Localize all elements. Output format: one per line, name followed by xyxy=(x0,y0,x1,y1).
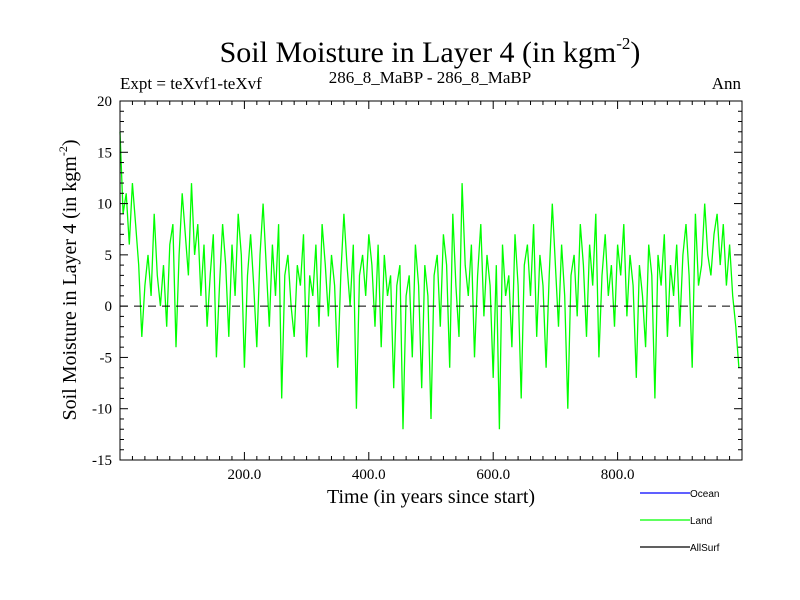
x-tick-label: 800.0 xyxy=(601,467,635,483)
x-tick-label: 600.0 xyxy=(476,467,510,483)
x-tick-label: 400.0 xyxy=(352,467,386,483)
y-tick-label: 10 xyxy=(97,197,112,213)
legend: Ocean Land AllSurf xyxy=(640,489,720,554)
y-tick-label: -15 xyxy=(92,453,112,469)
legend-label-ocean: Ocean xyxy=(690,489,719,500)
y-tick-label: 5 xyxy=(105,248,113,264)
chart-subtitle: 286_8_MaBP - 286_8_MaBP xyxy=(329,68,531,87)
experiment-label: Expt = teXvf1-teXvf xyxy=(120,74,262,93)
plot-area xyxy=(119,100,743,461)
chart-title: Soil Moisture in Layer 4 (in kgm-2) xyxy=(220,34,641,69)
legend-label-land: Land xyxy=(690,516,712,527)
y-tick-label: 0 xyxy=(105,299,113,315)
series-line-land xyxy=(119,131,740,430)
x-tick-label: 200.0 xyxy=(228,467,262,483)
y-tick-label: 15 xyxy=(97,145,112,161)
legend-label-allsurf: AllSurf xyxy=(690,543,720,554)
x-axis-label: Time (in years since start) xyxy=(327,486,535,508)
y-tick-label: 20 xyxy=(97,94,112,110)
y-axis-label: Soil Moisture in Layer 4 (in kgm-2) xyxy=(56,139,81,420)
season-label: Ann xyxy=(712,74,742,93)
axis-ticks: -15 -10 -5 0 5 10 15 20 200.0 400.0 600.0 800.0 xyxy=(92,94,743,483)
y-tick-label: -10 xyxy=(92,402,112,418)
y-tick-label: -5 xyxy=(100,350,113,366)
